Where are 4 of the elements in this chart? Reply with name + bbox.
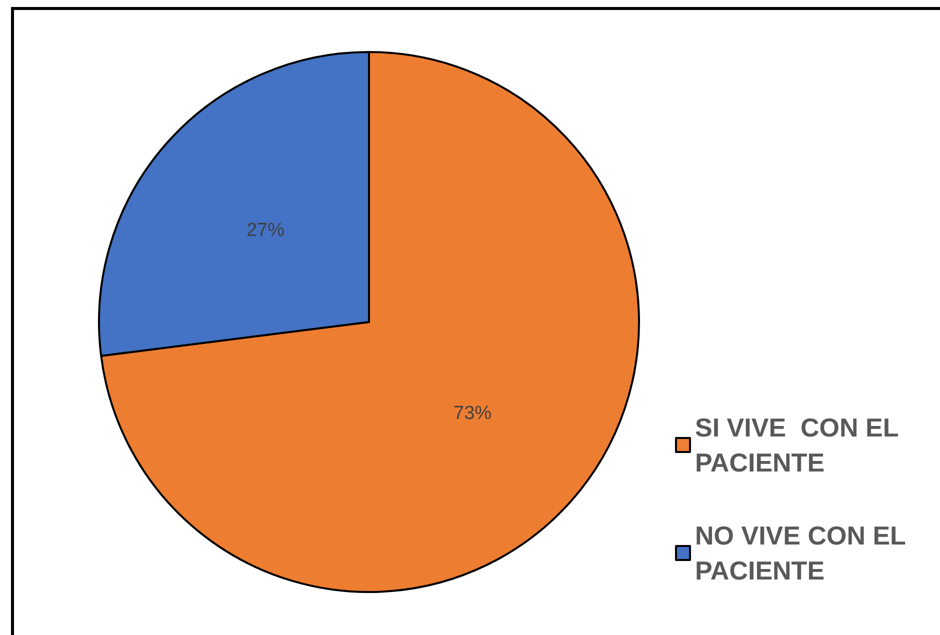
legend-label: SI VIVE CON EL PACIENTE bbox=[695, 412, 906, 478]
data-label: 27% bbox=[246, 220, 285, 242]
legend-label: NO VIVE CON EL PACIENTE bbox=[695, 520, 913, 586]
data-label: 73% bbox=[454, 402, 492, 424]
